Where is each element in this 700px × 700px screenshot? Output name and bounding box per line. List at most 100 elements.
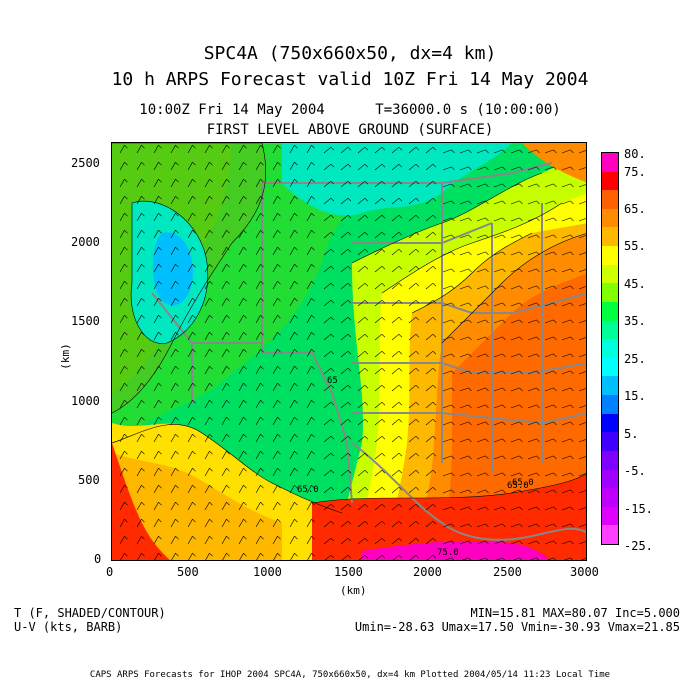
wind-barb (204, 468, 210, 477)
wind-barb (578, 507, 586, 511)
wind-barb-flag (226, 144, 230, 149)
wind-barb-flag (485, 285, 489, 290)
wind-barb (187, 434, 193, 443)
wind-barb-flag (141, 212, 145, 217)
wind-barb (272, 485, 278, 494)
wind-barb-flag (451, 540, 455, 545)
wind-barb (527, 404, 537, 409)
wind-barb (204, 247, 210, 256)
wind-barb-flag (415, 554, 420, 559)
wind-barb-flag (311, 195, 315, 200)
wind-barb (153, 366, 159, 375)
wind-barb-flag (519, 302, 523, 307)
wind-barb (544, 200, 554, 205)
wind-barb (340, 435, 349, 443)
wind-barb (221, 315, 227, 324)
wind-barb-flag (311, 501, 315, 506)
wind-barb-flag (398, 452, 403, 457)
wind-barb-flag (485, 302, 489, 307)
field-label-temperature: T (F, SHADED/CONTOUR) (14, 606, 166, 620)
wind-barb (255, 332, 261, 341)
wind-barb-flag (485, 353, 489, 358)
wind-barb-flag (192, 161, 196, 166)
wind-barb (459, 166, 469, 171)
wind-barb (357, 435, 366, 443)
wind-barb-flag (502, 353, 506, 358)
wind-barb (459, 234, 469, 239)
wind-barb (510, 472, 520, 477)
wind-barb-flag (502, 234, 506, 239)
y-axis-label: (km) (58, 343, 72, 370)
wind-barb (221, 145, 227, 154)
wind-barb (340, 163, 349, 171)
wind-barb (187, 502, 193, 511)
wind-barb-flag (209, 263, 213, 268)
wind-barb-flag (243, 518, 247, 523)
wind-barb (493, 302, 503, 307)
wind-barb-flag (398, 384, 403, 389)
wind-barb (136, 366, 142, 375)
wind-barb (238, 179, 244, 188)
wind-barb (136, 451, 142, 460)
wind-barb-flag (502, 268, 506, 273)
wind-barb (170, 536, 176, 545)
wind-barb (357, 231, 366, 239)
wind-barb (272, 230, 278, 239)
wind-barb-flag (502, 183, 506, 188)
wind-barb (425, 401, 434, 409)
wind-barb-flag (260, 229, 264, 234)
wind-barb-flag (158, 484, 162, 489)
wind-barb (476, 540, 486, 545)
wind-barb (374, 435, 383, 443)
wind-barb-flag (226, 212, 230, 217)
wind-barb-flag (330, 197, 335, 202)
wind-barb (561, 353, 571, 358)
wind-barb (527, 540, 537, 545)
wind-barb (476, 489, 486, 494)
wind-barb (442, 370, 452, 375)
wind-barb-flag (277, 297, 281, 302)
wind-barb (340, 350, 349, 358)
wind-barb (476, 370, 486, 375)
wind-barb (255, 196, 261, 205)
wind-barb (578, 252, 586, 256)
wind-barb (187, 400, 193, 409)
wind-barb-flag (226, 348, 230, 353)
wind-barb-flag (192, 467, 196, 472)
wind-barb-flag (243, 280, 247, 285)
wind-barb (323, 435, 332, 443)
wind-barb (289, 213, 295, 222)
wind-barb-flag (277, 450, 281, 455)
wind-barb-flag (468, 506, 472, 511)
wind-barb (476, 387, 486, 392)
wind-barb (119, 519, 125, 528)
wind-barb-flag (124, 348, 128, 353)
wind-barb-flag (570, 285, 574, 290)
wind-barb-flag (468, 251, 472, 256)
stats-wind: Umin=-28.63 Umax=17.50 Vmin=-30.93 Vmax=… (354, 620, 680, 634)
wind-barb-flag (468, 183, 472, 188)
wind-barb-flag (330, 214, 335, 219)
wind-barb-flag (294, 314, 298, 319)
wind-barb-flag (468, 149, 472, 154)
wind-barb-flag (209, 229, 213, 234)
wind-barb-flag (192, 314, 196, 319)
wind-barb-flag (347, 299, 352, 304)
wind-barb (391, 299, 400, 307)
wind-barb-flag (432, 350, 437, 355)
wind-barb-flag (415, 333, 420, 338)
wind-barb-flag (277, 501, 281, 506)
wind-barb-flag (415, 146, 420, 151)
wind-barb-flag (294, 433, 298, 438)
wind-barb-flag (502, 557, 506, 560)
wind-barb-flag (536, 489, 540, 494)
wind-barb (561, 472, 571, 477)
wind-barb (255, 315, 261, 324)
wind-barb (561, 319, 571, 324)
wind-barb-flag (415, 486, 420, 491)
wind-barb-flag (519, 455, 523, 460)
wind-barb (238, 315, 244, 324)
wind-barb (561, 506, 571, 511)
wind-barb (408, 299, 417, 307)
wind-barb-flag (364, 197, 369, 202)
